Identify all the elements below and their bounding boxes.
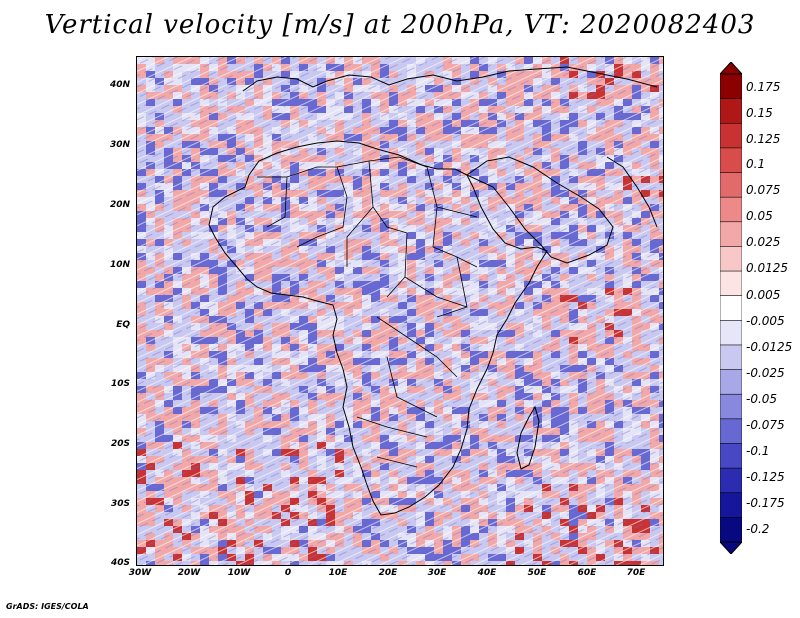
- colorbar-segment: [720, 443, 742, 469]
- map-title: Vertical velocity [m/s] at 200hPa, VT: 2…: [44, 10, 756, 40]
- colorbar-label: -0.175: [746, 496, 785, 510]
- colorbar-segment: [720, 393, 742, 420]
- x-tick-label: 40E: [477, 568, 497, 578]
- colorbar-max-arrow: [720, 62, 742, 75]
- colorbar-label: 0.0125: [746, 261, 788, 275]
- colorbar-segment: [720, 295, 742, 322]
- y-tick-label: 10S: [110, 379, 130, 389]
- colorbar-label: -0.025: [746, 366, 785, 380]
- colorbar-label: 0.025: [746, 235, 781, 249]
- arabia-outline: [466, 156, 614, 264]
- map-panel: [136, 56, 664, 566]
- colorbar-label: 0.175: [746, 80, 781, 94]
- colorbar-label: -0.2: [746, 522, 770, 536]
- colorbar-segment: [720, 221, 742, 248]
- y-tick-label: 20N: [109, 200, 130, 210]
- colorbar-segment: [720, 418, 742, 445]
- colorbar-segment: [720, 344, 742, 371]
- y-tick-label: 10N: [109, 260, 130, 270]
- colorbar-label: -0.1: [746, 444, 770, 458]
- texture-overlay: [137, 57, 663, 565]
- colorbar-segment: [720, 270, 742, 297]
- colorbar-label: -0.075: [746, 418, 785, 432]
- colorbar-segment: [720, 122, 742, 149]
- colorbar-label: 0.1: [746, 157, 766, 171]
- colorbar-label: 0.125: [746, 132, 781, 146]
- colorbar-segment: [720, 147, 742, 174]
- colorbar-label: 0.15: [746, 106, 773, 120]
- madagascar-outline: [516, 405, 540, 470]
- colorbar-min-arrow: [720, 541, 742, 554]
- internal-borders: [257, 156, 478, 468]
- colorbar-segment: [720, 196, 742, 223]
- colorbar-label: 0.005: [746, 288, 781, 302]
- europe-coast: [242, 66, 658, 92]
- colorbar-label: -0.125: [746, 470, 785, 484]
- x-tick-label: 10W: [227, 568, 251, 578]
- x-tick-label: 50E: [527, 568, 547, 578]
- x-tick-label: 60E: [577, 568, 597, 578]
- colorbar-label: -0.0125: [746, 340, 793, 354]
- colorbar: [720, 62, 742, 554]
- y-tick-label: 20S: [110, 439, 130, 449]
- colorbar-segment: [720, 492, 742, 519]
- vertical-velocity-field: [137, 57, 663, 565]
- colorbar-segment: [720, 98, 742, 125]
- y-tick-label: 40S: [110, 558, 130, 568]
- x-tick-label: 10E: [328, 568, 348, 578]
- colorbar-segment: [720, 73, 742, 100]
- x-tick-label: 30W: [128, 568, 152, 578]
- x-tick-label: 20E: [378, 568, 398, 578]
- colorbar-label: -0.05: [746, 392, 778, 406]
- colorbar-label: -0.005: [746, 314, 785, 328]
- x-tick-label: 70E: [626, 568, 646, 578]
- x-tick-label: 30E: [427, 568, 447, 578]
- colorbar-segment: [720, 467, 742, 494]
- y-tick-label: 30S: [110, 499, 130, 509]
- colorbar-segment: [720, 246, 742, 272]
- footer-credit: GrADS: IGES/COLA: [6, 602, 89, 611]
- colorbar-segment: [720, 172, 742, 198]
- y-tick-label: 30N: [109, 140, 130, 150]
- colorbar-segment: [720, 320, 742, 346]
- y-tick-label: 40N: [109, 80, 130, 90]
- india-coast: [606, 156, 658, 228]
- colorbar-segment: [720, 369, 742, 396]
- colorbar-label: 0.075: [746, 183, 781, 197]
- colorbar-label: 0.05: [746, 209, 773, 223]
- x-tick-label: 0: [284, 568, 292, 578]
- africa-coastline: [208, 140, 548, 516]
- colorbar-segment: [720, 517, 742, 543]
- x-tick-label: 20W: [177, 568, 201, 578]
- y-tick-label: EQ: [116, 320, 130, 330]
- coastlines: [208, 66, 658, 516]
